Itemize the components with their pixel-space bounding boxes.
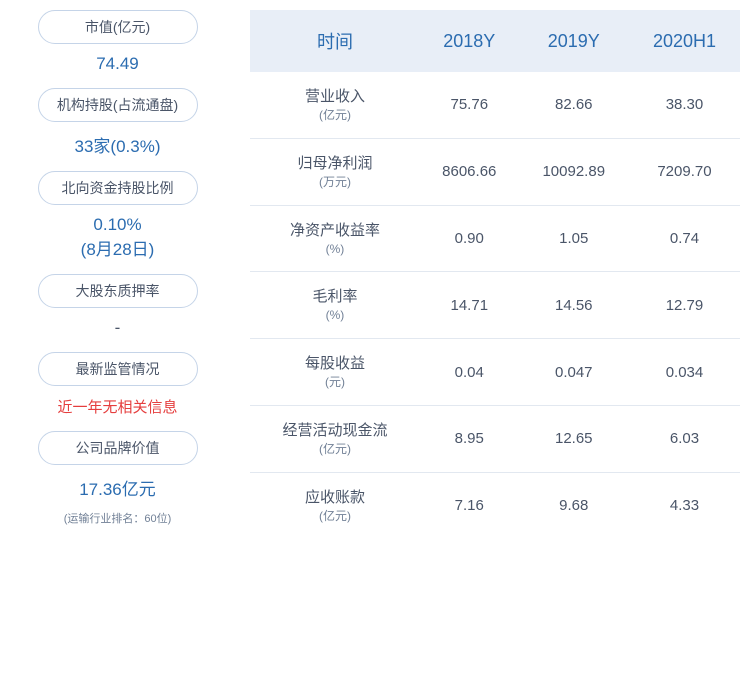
header-time: 时间: [250, 10, 420, 72]
cell: 0.90: [420, 205, 519, 272]
info-card-northbound: 北向资金持股比例 0.10% (8月28日): [10, 171, 225, 266]
table-header-row: 时间 2018Y 2019Y 2020H1: [250, 10, 740, 72]
info-card-brand: 公司品牌价值 17.36亿元 (运输行业排名：60位): [10, 431, 225, 526]
info-label: 大股东质押率: [38, 274, 198, 308]
info-card-regulatory: 最新监管情况 近一年无相关信息: [10, 352, 225, 423]
cell: 14.56: [519, 272, 629, 339]
table-row: 毛利率 (%) 14.71 14.56 12.79: [250, 272, 740, 339]
cell: 82.66: [519, 72, 629, 138]
table-row: 经营活动现金流 (亿元) 8.95 12.65 6.03: [250, 405, 740, 472]
label-unit: (亿元): [258, 107, 412, 124]
info-value: 0.10% (8月28日): [81, 211, 155, 266]
label-unit: (亿元): [258, 441, 412, 458]
cell: 4.33: [629, 472, 740, 538]
info-value: 17.36亿元: [79, 471, 156, 506]
cell: 0.74: [629, 205, 740, 272]
header-2020h1: 2020H1: [629, 10, 740, 72]
label-unit: (亿元): [258, 508, 412, 525]
info-card-pledge: 大股东质押率 -: [10, 274, 225, 344]
table-body: 营业收入 (亿元) 75.76 82.66 38.30 归母净利润 (万元) 8…: [250, 72, 740, 539]
cell: 9.68: [519, 472, 629, 538]
right-table-panel: 时间 2018Y 2019Y 2020H1 营业收入 (亿元) 75.76 82…: [240, 10, 740, 668]
row-label: 毛利率 (%): [250, 272, 420, 339]
info-sub: (运输行业排名：60位): [64, 510, 172, 526]
info-label: 公司品牌价值: [38, 431, 198, 465]
label-text: 营业收入: [305, 88, 365, 105]
label-text: 毛利率: [312, 288, 357, 305]
row-label: 归母净利润 (万元): [250, 138, 420, 205]
label-text: 归母净利润: [297, 155, 372, 172]
table-row: 净资产收益率 (%) 0.90 1.05 0.74: [250, 205, 740, 272]
info-label: 市值(亿元): [38, 10, 198, 44]
info-label: 机构持股(占流通盘): [38, 88, 198, 122]
cell: 7.16: [420, 472, 519, 538]
row-label: 应收账款 (亿元): [250, 472, 420, 538]
row-label: 营业收入 (亿元): [250, 72, 420, 138]
row-label: 经营活动现金流 (亿元): [250, 405, 420, 472]
label-text: 应收账款: [305, 489, 365, 506]
cell: 14.71: [420, 272, 519, 339]
label-text: 经营活动现金流: [282, 422, 387, 439]
cell: 0.047: [519, 339, 629, 406]
label-text: 净资产收益率: [290, 222, 380, 239]
info-label: 最新监管情况: [38, 352, 198, 386]
cell: 12.79: [629, 272, 740, 339]
table-row: 营业收入 (亿元) 75.76 82.66 38.30: [250, 72, 740, 138]
cell: 8606.66: [420, 138, 519, 205]
label-unit: (元): [258, 374, 412, 391]
info-value: 近一年无相关信息: [57, 392, 177, 423]
cell: 75.76: [420, 72, 519, 138]
cell: 6.03: [629, 405, 740, 472]
row-label: 每股收益 (元): [250, 339, 420, 406]
table-row: 每股收益 (元) 0.04 0.047 0.034: [250, 339, 740, 406]
cell: 1.05: [519, 205, 629, 272]
cell: 38.30: [629, 72, 740, 138]
label-unit: (%): [258, 307, 412, 324]
cell: 10092.89: [519, 138, 629, 205]
table-row: 归母净利润 (万元) 8606.66 10092.89 7209.70: [250, 138, 740, 205]
cell: 0.04: [420, 339, 519, 406]
info-card-market-cap: 市值(亿元) 74.49: [10, 10, 225, 80]
info-card-institutional: 机构持股(占流通盘) 33家(0.3%): [10, 88, 225, 163]
table-row: 应收账款 (亿元) 7.16 9.68 4.33: [250, 472, 740, 538]
label-unit: (%): [258, 241, 412, 258]
info-value-main: 0.10%: [93, 215, 141, 234]
info-value: 74.49: [96, 50, 139, 80]
cell: 7209.70: [629, 138, 740, 205]
info-value: 33家(0.3%): [75, 128, 161, 163]
label-text: 每股收益: [305, 355, 365, 372]
label-unit: (万元): [258, 174, 412, 191]
cell: 8.95: [420, 405, 519, 472]
header-2018: 2018Y: [420, 10, 519, 72]
info-label: 北向资金持股比例: [38, 171, 198, 205]
left-info-panel: 市值(亿元) 74.49 机构持股(占流通盘) 33家(0.3%) 北向资金持股…: [10, 10, 240, 668]
cell: 0.034: [629, 339, 740, 406]
cell: 12.65: [519, 405, 629, 472]
info-value-sub: (8月28日): [81, 240, 155, 259]
financial-data-table: 时间 2018Y 2019Y 2020H1 营业收入 (亿元) 75.76 82…: [250, 10, 740, 539]
header-2019: 2019Y: [519, 10, 629, 72]
row-label: 净资产收益率 (%): [250, 205, 420, 272]
info-value: -: [115, 314, 121, 344]
